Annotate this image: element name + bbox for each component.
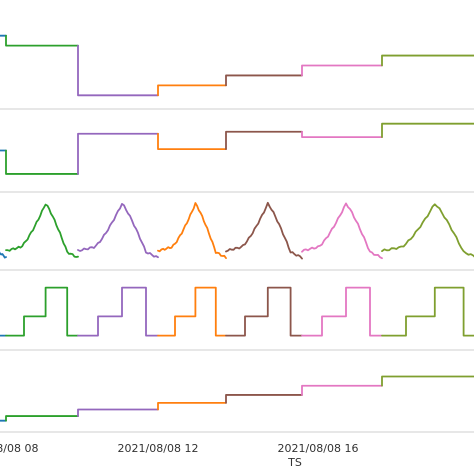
panel-1-segment-6 [301,64,383,77]
panel-3-segment-7 [381,203,474,258]
panel-5-segment-2 [5,415,79,422]
panel-5-segment-6 [301,384,383,396]
panel-3-segment-3 [77,203,159,259]
panel-3-segment-4 [157,202,227,259]
panel-5-segment-5 [225,394,303,404]
panel-1-segment-7 [381,54,474,67]
panel-1-segment-4 [157,84,227,97]
panel-1-segment-3 [77,44,159,97]
x-tick-labels: 2021/08/08 08 2021/08/08 12 2021/08/08 16 [0,442,358,455]
panel-4-segment-6 [301,286,383,337]
panel-2-segment-4 [157,132,227,151]
panel-5-segment-7 [381,375,474,387]
panel-4-segment-2 [5,286,79,337]
series-lines [0,34,474,422]
panel-4-segment-7 [381,286,474,337]
panel-2-segment-7 [381,122,474,138]
panel-3-segment-1 [0,251,7,259]
panel-separators [0,108,474,433]
panel-3-segment-2 [5,203,79,258]
panel-4-segment-5 [225,286,303,337]
panel-5-segment-4 [157,401,227,411]
panel-2-segment-6 [301,130,383,138]
panel-4-segment-3 [77,286,159,337]
panel-2-segment-3 [77,132,159,175]
panel-2-segment-5 [225,130,303,151]
x-tick-label-1: 2021/08/08 08 [0,442,38,455]
x-axis-title: TS [287,456,302,469]
x-tick-label-2: 2021/08/08 12 [118,442,199,455]
panel-1-segment-5 [225,74,303,87]
panel-5-segment-3 [77,408,159,417]
panel-2-segment-2 [5,149,79,175]
panel-3-segment-5 [225,201,303,260]
panel-4-segment-1 [0,334,7,337]
panel-4-segment-4 [157,286,227,337]
x-tick-label-3: 2021/08/08 16 [278,442,359,455]
panel-1-segment-2 [5,34,79,47]
panel-3-segment-6 [301,202,383,260]
